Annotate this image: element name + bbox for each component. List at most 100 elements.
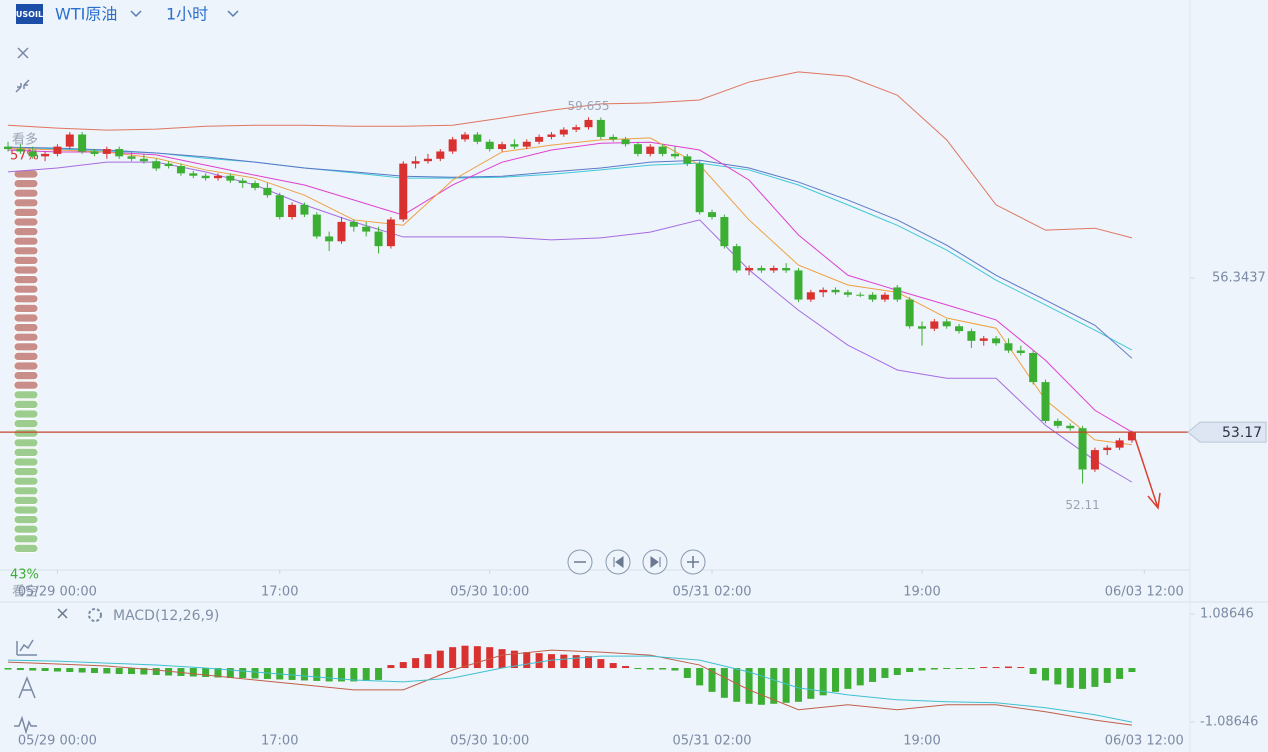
- instrument-select[interactable]: WTI原油: [55, 5, 117, 24]
- macd-bar: [819, 668, 827, 696]
- candle-body: [745, 268, 754, 271]
- indicator-icon[interactable]: [14, 715, 37, 735]
- macd-bar: [1116, 668, 1124, 679]
- sentiment-pill: [13, 409, 39, 419]
- x-tick-label: 17:00: [261, 585, 298, 600]
- sentiment-pill: [13, 179, 39, 189]
- macd-bar: [498, 649, 506, 669]
- macd-bar: [585, 656, 593, 669]
- macd-bar: [350, 668, 358, 682]
- overlay-line: [8, 146, 1133, 359]
- chart-type-icon[interactable]: [16, 639, 37, 656]
- macd-bar: [683, 668, 691, 678]
- macd-bar: [918, 668, 926, 671]
- macd-bar: [745, 668, 753, 704]
- macd-bar: [226, 668, 234, 678]
- candle-body: [90, 151, 99, 154]
- macd-bar: [597, 659, 605, 669]
- macd-bar: [41, 668, 49, 672]
- candle-body: [201, 175, 210, 179]
- candle-body: [831, 289, 840, 293]
- candle-body: [16, 149, 25, 152]
- macd-bar: [152, 668, 160, 675]
- candle-body: [806, 292, 815, 300]
- candle-body: [4, 146, 13, 150]
- macd-bar: [202, 668, 210, 677]
- candle-body: [992, 338, 1001, 344]
- macd-bar: [794, 668, 802, 702]
- sentiment-pill: [13, 361, 39, 371]
- candle-body: [139, 158, 148, 162]
- candle-body: [1103, 447, 1112, 451]
- macd-bar: [881, 668, 889, 678]
- y-tick-label: -1.08646: [1200, 714, 1258, 729]
- candle-body: [362, 226, 371, 232]
- candle-body: [522, 141, 531, 147]
- macd-bar: [214, 668, 222, 678]
- candle-body: [559, 129, 568, 135]
- draw-tool-icon[interactable]: [18, 675, 36, 699]
- candle-body: [1066, 425, 1075, 429]
- candle-body: [164, 163, 173, 167]
- macd-bar: [1103, 668, 1111, 683]
- settings-icon[interactable]: [88, 608, 102, 622]
- candle-body: [448, 139, 457, 152]
- sentiment-pill: [13, 438, 39, 448]
- collapse-icon[interactable]: [15, 79, 30, 93]
- macd-bar: [1029, 668, 1037, 674]
- macd-bar: [782, 668, 790, 703]
- candle-body: [955, 326, 964, 332]
- candle-body: [386, 219, 395, 247]
- candle-body: [683, 156, 692, 164]
- sentiment-pill: [13, 198, 39, 208]
- dropdown-icon[interactable]: [130, 10, 142, 18]
- interval-select[interactable]: 1小时: [166, 5, 208, 24]
- macd-bar: [980, 667, 988, 669]
- sentiment-pill: [13, 332, 39, 342]
- candle-body: [473, 134, 482, 142]
- sentiment-pill: [13, 495, 39, 505]
- y-tick-label: 1.08646: [1200, 607, 1254, 622]
- macd-bar: [547, 654, 555, 669]
- candle-body: [670, 153, 679, 157]
- candle-body: [1041, 382, 1050, 421]
- macd-bar: [671, 668, 679, 671]
- candle-body: [584, 119, 593, 128]
- sentiment-pill: [13, 447, 39, 457]
- x-tick-label: 06/03 12:00: [1105, 585, 1184, 600]
- macd-bar: [1066, 668, 1074, 688]
- sentiment-pill: [13, 227, 39, 237]
- candle-body: [411, 161, 420, 164]
- candle-body: [621, 139, 630, 145]
- candle-body: [732, 246, 741, 271]
- macd-bar: [696, 668, 704, 686]
- macd-bar: [906, 668, 914, 673]
- macd-bar: [1017, 667, 1025, 669]
- sentiment-pill: [13, 217, 39, 227]
- macd-bar: [362, 668, 370, 681]
- candle-body: [127, 156, 136, 159]
- close-icon[interactable]: [17, 47, 29, 59]
- macd-bar: [375, 668, 383, 680]
- candle-body: [152, 161, 161, 169]
- candle-body: [288, 204, 297, 218]
- candle-body: [1053, 420, 1062, 426]
- candle-body: [349, 221, 358, 227]
- sentiment-pill: [13, 351, 39, 361]
- macd-bar: [807, 668, 815, 699]
- macd-bar: [646, 668, 654, 670]
- candle-body: [461, 134, 470, 140]
- close-indicator[interactable]: [57, 608, 68, 619]
- sentiment-pill: [13, 544, 39, 553]
- macd-bar: [967, 668, 975, 670]
- macd-bar: [930, 668, 938, 670]
- dropdown-icon[interactable]: [227, 10, 239, 18]
- macd-bar: [90, 668, 98, 673]
- sentiment-pill: [13, 476, 39, 486]
- macd-bar: [856, 668, 864, 686]
- overlay-line: [8, 137, 1133, 446]
- candle-body: [263, 187, 272, 196]
- candle-body: [547, 134, 556, 137]
- macd-bar: [251, 668, 259, 679]
- macd-bar: [708, 668, 716, 692]
